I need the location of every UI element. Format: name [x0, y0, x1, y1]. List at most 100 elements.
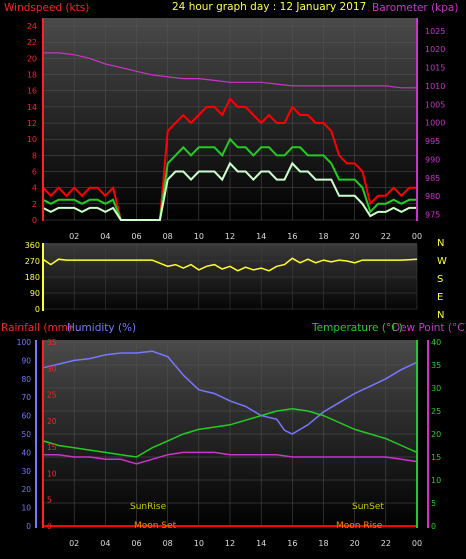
- rain-tick-label: 15: [47, 443, 57, 452]
- climate-x-tick-label: 12: [225, 539, 235, 548]
- barometer-tick-label: 990: [425, 155, 440, 164]
- wind-x-tick-label: 02: [69, 232, 79, 241]
- direction-panel-plot: [42, 257, 418, 272]
- barometer-tick-label: 985: [425, 174, 440, 183]
- barometer-tick-label: 995: [425, 137, 440, 146]
- direction-tick-label: 0: [35, 305, 40, 314]
- wind-series-gust: [42, 97, 417, 221]
- wind-x-tick-label: 18: [318, 232, 328, 241]
- wind-tick-label: 2: [32, 200, 37, 209]
- wind-tick-label: 8: [32, 151, 37, 160]
- wind-tick-label: 10: [27, 135, 37, 144]
- humidity-tick-label: 100: [17, 338, 32, 347]
- temperature-tick-label: 20: [431, 430, 441, 439]
- climate-x-tick-label: 14: [256, 539, 266, 548]
- barometer-tick-label: 1025: [425, 27, 445, 36]
- climate-series-temperature: [42, 407, 418, 458]
- wind-x-tick-label: 08: [163, 232, 173, 241]
- compass-label: N: [437, 238, 444, 249]
- barometer-tick-label: 1020: [425, 45, 445, 54]
- humidity-tick-label: 20: [21, 485, 31, 494]
- climate-x-tick-label: 08: [163, 539, 173, 548]
- wind-tick-label: 14: [27, 103, 37, 112]
- windspeed-axis-label: Windspeed (kts): [4, 2, 89, 14]
- barometer-tick-label: 1000: [425, 119, 445, 128]
- rain-tick-label: 25: [47, 391, 57, 400]
- rain-tick-label: 5: [47, 496, 52, 505]
- rainfall-axis-label: Rainfall (mm): [1, 322, 72, 334]
- climate-x-tick-label: 16: [287, 539, 297, 548]
- direction-tick-label: 180: [25, 273, 40, 282]
- temperature-tick-label: 35: [431, 361, 441, 370]
- humidity-tick-label: 30: [21, 467, 31, 476]
- wind-tick-label: 12: [27, 119, 37, 128]
- direction-tick-label: 270: [25, 257, 40, 266]
- wind-x-tick-label: 12: [225, 232, 235, 241]
- wind-tick-label: 4: [32, 184, 37, 193]
- wind-tick-label: 0: [32, 216, 37, 225]
- compass-label: E: [437, 292, 443, 303]
- wind-x-tick-label: 14: [256, 232, 266, 241]
- wind-panel-grid: [43, 18, 418, 221]
- temperature-tick-label: 15: [431, 453, 441, 462]
- climate-x-tick-label: 02: [69, 539, 79, 548]
- wind-panel-plot: [42, 52, 417, 221]
- wind-series-min: [42, 161, 417, 221]
- humidity-tick-label: 50: [21, 430, 31, 439]
- wind-x-tick-label: 16: [287, 232, 297, 241]
- wind-x-tick-label: 00: [412, 232, 422, 241]
- wind-series-barometer: [43, 52, 417, 89]
- temperature-tick-label: 25: [431, 407, 441, 416]
- humidity-tick-label: 40: [21, 448, 31, 457]
- climate-x-tick-label: 04: [100, 539, 110, 548]
- rain-tick-label: 35: [47, 338, 57, 347]
- barometer-tick-label: 980: [425, 192, 440, 201]
- wind-tick-label: 18: [27, 71, 37, 80]
- direction-tick-label: 90: [30, 289, 40, 298]
- wind-series-avg: [42, 137, 417, 221]
- dewpoint-axis-label: Dew Point (°C): [392, 322, 466, 334]
- temperature-axis-label: Temperature (°C): [311, 322, 403, 334]
- compass-label: W: [437, 256, 447, 267]
- humidity-tick-label: 0: [26, 522, 31, 531]
- climate-series-dewpoint: [43, 451, 418, 465]
- climate-x-tick-label: 20: [350, 539, 360, 548]
- humidity-tick-label: 60: [21, 412, 31, 421]
- moonrise-annotation: Moon Rise: [336, 521, 383, 531]
- sunrise-annotation: SunRise: [130, 502, 167, 512]
- wind-tick-label: 16: [27, 87, 37, 96]
- barometer-tick-label: 1005: [425, 100, 445, 109]
- compass-label: N: [437, 310, 444, 321]
- sunset-annotation: SunSet: [352, 502, 384, 512]
- wind-tick-label: 24: [27, 22, 37, 31]
- wind-x-tick-label: 04: [100, 232, 110, 241]
- humidity-tick-label: 70: [21, 393, 31, 402]
- wind-x-tick-label: 06: [131, 232, 141, 241]
- rain-tick-label: 10: [47, 469, 57, 478]
- rain-tick-label: 30: [47, 364, 57, 373]
- wind-tick-label: 20: [27, 54, 37, 63]
- compass-label: S: [437, 274, 443, 285]
- wind-panel-labels: 0246810121416182022249759809859909951000…: [27, 22, 446, 241]
- climate-x-tick-label: 00: [412, 539, 422, 548]
- rain-tick-label: 20: [47, 417, 57, 426]
- barometer-tick-label: 1010: [425, 82, 445, 91]
- humidity-tick-label: 10: [21, 504, 31, 513]
- direction-series: [42, 257, 418, 272]
- moonset-annotation: Moon Set: [134, 521, 177, 531]
- wind-x-tick-label: 10: [194, 232, 204, 241]
- wind-tick-label: 6: [32, 168, 37, 177]
- wind-x-tick-label: 22: [381, 232, 391, 241]
- climate-x-tick-label: 06: [131, 539, 141, 548]
- rain-tick-label: 0: [47, 522, 52, 531]
- climate-x-tick-label: 22: [381, 539, 391, 548]
- wind-x-tick-label: 20: [350, 232, 360, 241]
- temperature-tick-label: 40: [431, 338, 441, 347]
- climate-series-humidity: [42, 350, 418, 435]
- direction-panel-grid: [43, 244, 418, 310]
- climate-panel-plot: [42, 350, 418, 527]
- barometer-tick-label: 975: [425, 210, 440, 219]
- direction-tick-label: 360: [25, 241, 40, 250]
- page-title: 24 hour graph day : 12 January 2017: [172, 1, 366, 13]
